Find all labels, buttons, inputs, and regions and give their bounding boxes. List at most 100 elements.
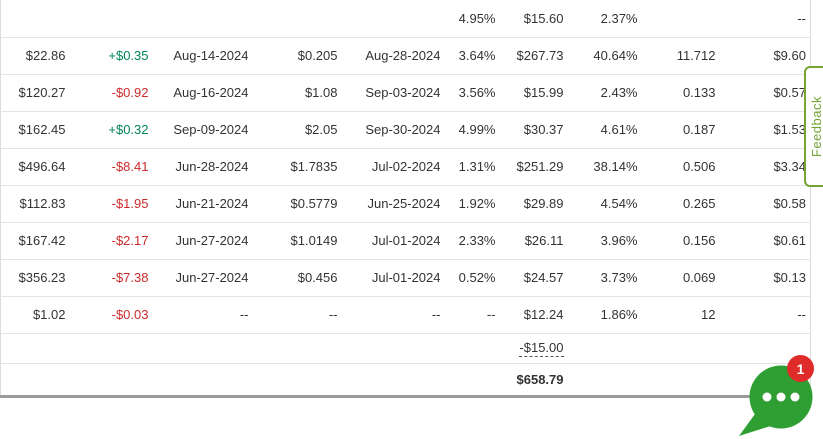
table-cell: $1.0149 [252, 222, 342, 260]
table-cell: 38.14% [567, 148, 642, 186]
table-cell: 2.37% [567, 0, 642, 38]
table-footer: -$15.00 $658.79 [0, 333, 811, 398]
adjustment-value[interactable]: -$15.00 [519, 339, 564, 357]
table-cell: -$0.03 [69, 296, 153, 334]
table-cell [252, 0, 342, 38]
table-cell: -$7.38 [69, 259, 153, 297]
table-cell: Aug-14-2024 [152, 37, 253, 75]
table-cell: -- [252, 296, 342, 334]
table-cell: 0.156 [641, 222, 720, 260]
adjustment-cell: -$15.00 [0, 333, 568, 364]
table-cell: Aug-28-2024 [341, 37, 445, 75]
table-cell: 0.133 [641, 74, 720, 112]
chat-launcher-button[interactable]: 1 [735, 352, 823, 439]
table-cell: 0.506 [641, 148, 720, 186]
table-cell: -- [341, 296, 445, 334]
table-row: 4.95% $15.60 2.37% -- [0, 0, 811, 38]
table-cell: -- [719, 0, 811, 38]
total-value: $658.79 [0, 363, 568, 398]
table-cell: 2.43% [567, 74, 642, 112]
table-cell: $1.08 [252, 74, 342, 112]
table-cell: Jul-01-2024 [341, 222, 445, 260]
table-cell: $0.13 [719, 259, 811, 297]
table-cell: Jun-25-2024 [341, 185, 445, 223]
table-cell: $2.05 [252, 111, 342, 149]
table-cell: $1.02 [0, 296, 70, 334]
table-cell: 40.64% [567, 37, 642, 75]
table-body: 4.95% $15.60 2.37% -- $22.86 +$0.35 Aug-14-202… [0, 0, 811, 334]
table-cell: 4.61% [567, 111, 642, 149]
table-cell: Jul-02-2024 [341, 148, 445, 186]
table-cell: $0.58 [719, 185, 811, 223]
table-cell: $120.27 [0, 74, 70, 112]
table-cell: -- [152, 296, 253, 334]
table-cell: $15.60 [499, 0, 568, 38]
table-cell: $0.61 [719, 222, 811, 260]
table-cell: 0.265 [641, 185, 720, 223]
table-row: $112.83 -$1.95 Jun-21-2024 $0.5779 Jun-25-20… [0, 185, 811, 223]
table-cell: 11.712 [641, 37, 720, 75]
table-cell: $30.37 [499, 111, 568, 149]
table-cell: -$8.41 [69, 148, 153, 186]
table-cell [152, 0, 253, 38]
table-cell: +$0.35 [69, 37, 153, 75]
dividend-table: 4.95% $15.60 2.37% -- $22.86 +$0.35 Aug-14-202… [0, 0, 811, 398]
table-cell: $167.42 [0, 222, 70, 260]
table-cell: 3.64% [444, 37, 500, 75]
table-cell: -$1.95 [69, 185, 153, 223]
table-cell: $0.456 [252, 259, 342, 297]
table-cell: 3.96% [567, 222, 642, 260]
table-row: $22.86 +$0.35 Aug-14-2024 $0.205 Aug-28-2024… [0, 37, 811, 75]
table-cell: $22.86 [0, 37, 70, 75]
adjustment-row: -$15.00 [0, 333, 811, 364]
table-row: $162.45 +$0.32 Sep-09-2024 $2.05 Sep-30-2024… [0, 111, 811, 149]
table-cell: 0.52% [444, 259, 500, 297]
table-cell: +$0.32 [69, 111, 153, 149]
table-cell [641, 0, 720, 38]
table-cell: $26.11 [499, 222, 568, 260]
table-cell: 0.069 [641, 259, 720, 297]
feedback-tab[interactable]: Feedback [804, 66, 823, 187]
total-row: $658.79 [0, 363, 811, 398]
table-cell: -- [444, 296, 500, 334]
table-cell: $1.7835 [252, 148, 342, 186]
table-cell: Jul-01-2024 [341, 259, 445, 297]
table-cell: $9.60 [719, 37, 811, 75]
table-cell: 12 [641, 296, 720, 334]
table-cell: $267.73 [499, 37, 568, 75]
table-cell: 1.31% [444, 148, 500, 186]
table-cell: Aug-16-2024 [152, 74, 253, 112]
table-cell: $251.29 [499, 148, 568, 186]
empty-cell [567, 333, 811, 364]
table-cell: $0.5779 [252, 185, 342, 223]
table-row: $167.42 -$2.17 Jun-27-2024 $1.0149 Jul-01-20… [0, 222, 811, 260]
table-cell: Jun-27-2024 [152, 259, 253, 297]
table-cell: Jun-28-2024 [152, 148, 253, 186]
table-row: $496.64 -$8.41 Jun-28-2024 $1.7835 Jul-02-20… [0, 148, 811, 186]
table-cell: 4.54% [567, 185, 642, 223]
table-row: $120.27 -$0.92 Aug-16-2024 $1.08 Sep-03-2024… [0, 74, 811, 112]
table-cell: 1.86% [567, 296, 642, 334]
table-cell: 4.95% [444, 0, 500, 38]
table-cell: 0.187 [641, 111, 720, 149]
ellipsis-icon [762, 392, 800, 402]
table-cell: Sep-03-2024 [341, 74, 445, 112]
table-cell: $15.99 [499, 74, 568, 112]
table-cell: $24.57 [499, 259, 568, 297]
table-cell: $162.45 [0, 111, 70, 149]
table-cell: Jun-27-2024 [152, 222, 253, 260]
feedback-tab-label: Feedback [809, 95, 823, 158]
table-cell: Sep-09-2024 [152, 111, 253, 149]
table-cell: 1.92% [444, 185, 500, 223]
table-cell [69, 0, 153, 38]
table-cell: $112.83 [0, 185, 70, 223]
table-cell: $1.53 [719, 111, 811, 149]
table-cell: 3.73% [567, 259, 642, 297]
table-row: $1.02 -$0.03 -- -- -- -- $12.24 1.86% 12 -- [0, 296, 811, 334]
table-cell [0, 0, 70, 38]
table-row: $356.23 -$7.38 Jun-27-2024 $0.456 Jul-01-202… [0, 259, 811, 297]
table-cell: -- [719, 296, 811, 334]
table-cell: $496.64 [0, 148, 70, 186]
chat-notification-badge: 1 [787, 355, 814, 382]
